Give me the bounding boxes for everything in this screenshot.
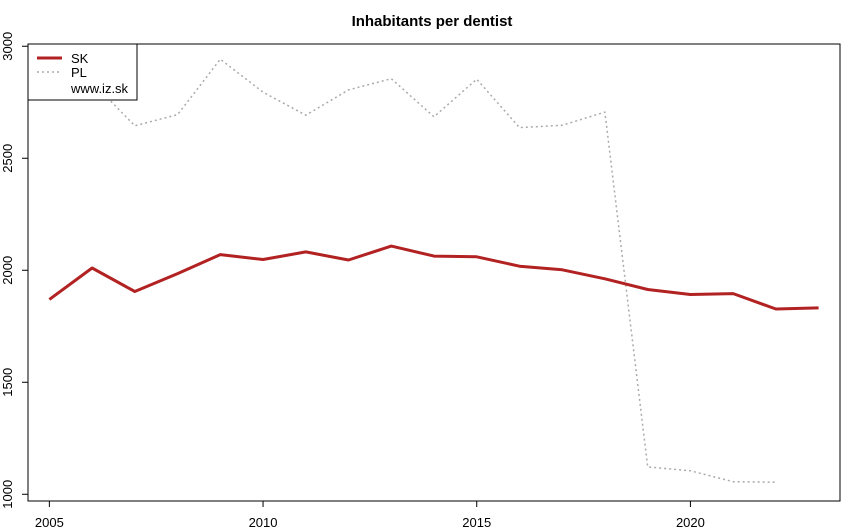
legend-label-sk: SK <box>71 51 89 66</box>
legend: SK PL www.iz.sk <box>27 43 138 101</box>
y-tick-label: 2000 <box>0 256 15 285</box>
plot-area-frame <box>27 43 841 502</box>
chart-title: Inhabitants per dentist <box>352 13 513 30</box>
y-tick-label: 2500 <box>0 144 15 173</box>
y-tick-label: 1000 <box>0 480 15 509</box>
legend-note-source: www.iz.sk <box>70 81 129 96</box>
legend-label-pl: PL <box>71 65 87 80</box>
x-tick-label: 2010 <box>249 515 278 530</box>
y-tick-label: 1500 <box>0 368 15 397</box>
series-layer <box>48 58 819 483</box>
legend-box <box>27 43 138 101</box>
x-tick-label: 2005 <box>35 515 64 530</box>
x-tick-label: 2015 <box>462 515 491 530</box>
y-tick-label: 3000 <box>0 32 15 61</box>
series-line-pl <box>49 58 776 483</box>
axes: 2005 2010 2015 2020 1000 1500 2000 2500 3000 <box>0 32 705 530</box>
x-tick-label: 2020 <box>676 515 705 530</box>
series-line-sk <box>48 244 819 311</box>
